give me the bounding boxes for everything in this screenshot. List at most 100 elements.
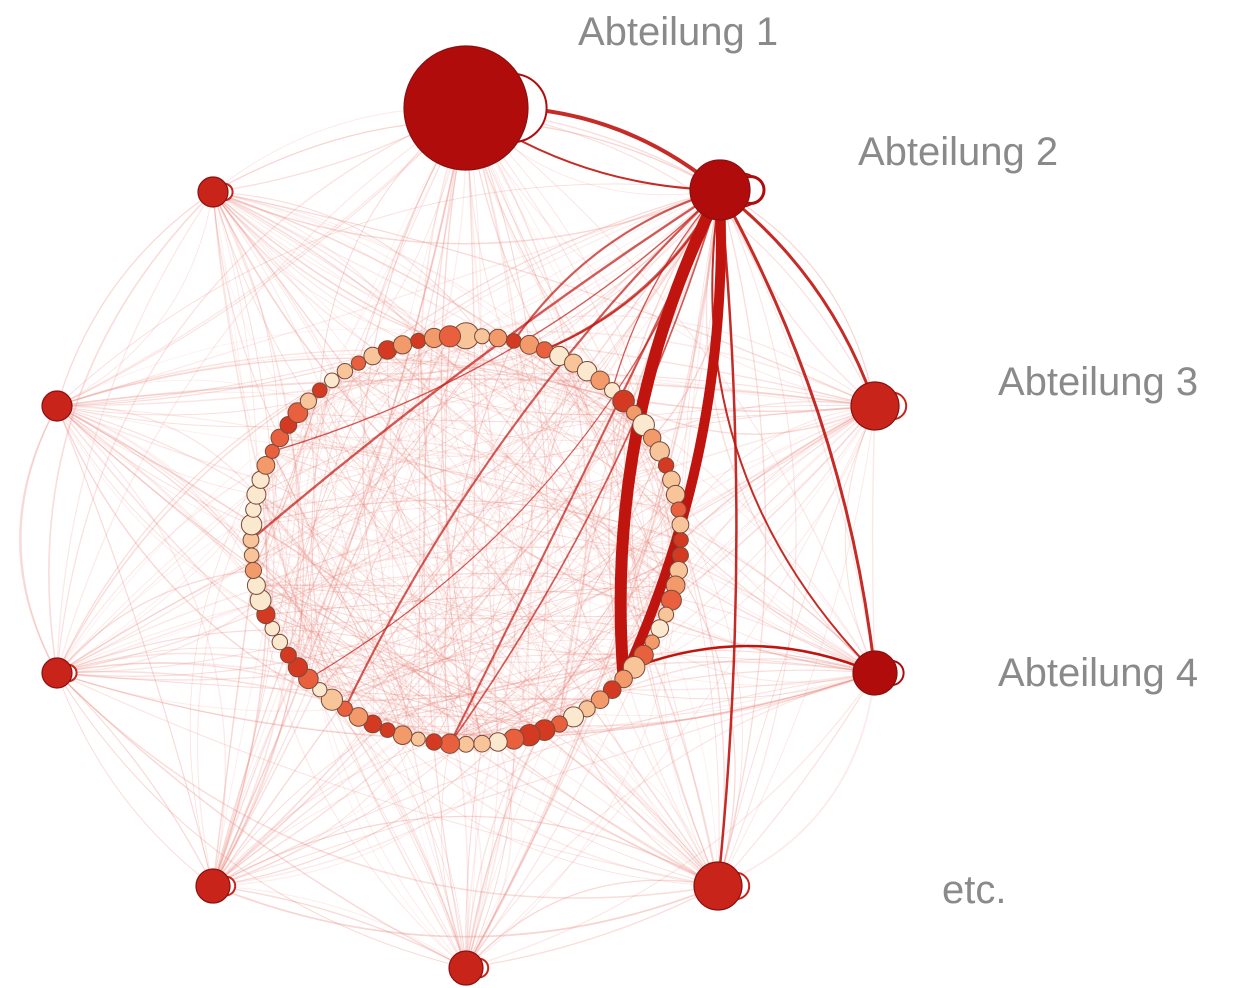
edge-faint (56, 379, 601, 674)
edge-faint (251, 524, 719, 887)
edge-faint (465, 107, 680, 571)
inner-node (324, 372, 340, 389)
edge-inner (252, 390, 321, 571)
edge-faint (279, 436, 876, 674)
edge-faint (56, 335, 483, 416)
edge-faint (331, 405, 876, 701)
edge-faint (212, 437, 653, 887)
edge-faint (678, 405, 876, 511)
edge-faint (633, 666, 876, 686)
edge-faint (19, 405, 58, 674)
edge-faint (417, 340, 719, 887)
edge-inner (256, 380, 601, 586)
edge-faint (465, 555, 681, 969)
edge-inner (445, 336, 467, 745)
edge-inner (279, 340, 419, 643)
edge-faint (56, 357, 624, 407)
edge-faint (212, 191, 467, 969)
edge-inner (358, 362, 644, 426)
label-abteilung-1: Abteilung 1 (578, 10, 779, 54)
edge-faint (56, 672, 214, 887)
edge-inner (331, 554, 681, 701)
inner-node (393, 335, 413, 355)
edge-faint (212, 191, 419, 342)
edge-faint (297, 107, 467, 668)
edge-faint (212, 191, 876, 413)
edge-faint (56, 405, 257, 496)
edge-faint (212, 885, 467, 969)
edge-inner (344, 370, 676, 586)
edge-inner (344, 689, 613, 718)
edge-inner (449, 355, 560, 744)
edge-faint (465, 879, 719, 969)
edge-inner (358, 362, 575, 718)
edge-inner (372, 698, 601, 725)
edge-faint (465, 669, 876, 745)
edge-faint (212, 654, 644, 887)
edge-faint (56, 183, 721, 407)
edge-faint (56, 405, 267, 615)
edge-faint (433, 337, 719, 887)
edge-faint (56, 378, 876, 407)
edge-inner (251, 524, 483, 744)
edge-inner (279, 336, 451, 643)
inner-node (590, 690, 610, 710)
edge-faint (465, 741, 499, 969)
edge-faint (675, 405, 876, 586)
edge-faint (56, 405, 214, 887)
edge-inner (372, 355, 613, 690)
edge-inner (251, 554, 545, 731)
inner-node (244, 561, 262, 580)
edge-faint (717, 672, 876, 887)
edge-faint (212, 734, 530, 887)
edge-faint (319, 189, 721, 691)
edge-faint (717, 672, 876, 887)
inner-node (602, 680, 622, 700)
edge-inner (372, 451, 660, 725)
edge-faint (212, 191, 346, 709)
edge-faint (253, 570, 467, 969)
edge-inner (307, 337, 499, 680)
edge-faint (56, 370, 346, 674)
edge-faint (212, 191, 419, 342)
edge-faint (678, 570, 736, 887)
edge-inner (358, 641, 653, 718)
edge-faint (465, 189, 721, 337)
edge-faint (386, 349, 876, 674)
edge-faint (651, 641, 876, 683)
edge-inner (433, 337, 672, 481)
edge-inner (315, 390, 346, 709)
edge-faint (56, 670, 451, 745)
edge-faint (212, 570, 255, 887)
edge-faint (56, 107, 467, 407)
edge-faint (212, 508, 680, 887)
edge-inner (253, 509, 373, 725)
edge-inner (272, 451, 660, 629)
edge-faint (362, 107, 467, 740)
inner-node (348, 707, 369, 727)
inner-node (488, 732, 508, 752)
inner-node (650, 619, 670, 638)
edge-faint (56, 464, 667, 677)
edge-faint (212, 191, 435, 339)
inner-node (644, 634, 660, 650)
edge-faint (465, 400, 625, 969)
edge-inner (299, 380, 333, 679)
edge-faint (465, 189, 721, 969)
edge-inner (251, 555, 514, 740)
edge-inner (272, 628, 403, 736)
edge-inner (265, 465, 404, 736)
edge-faint (212, 191, 681, 526)
outer-node (195, 868, 231, 904)
edge-inner (387, 614, 667, 731)
edge-faint (212, 191, 300, 887)
outer-node (403, 45, 529, 171)
edge-strong (718, 189, 877, 674)
edge-faint (56, 672, 345, 712)
edge-faint (465, 107, 524, 743)
edge-inner (497, 494, 676, 743)
edge-strong (711, 189, 876, 674)
edge-inner (260, 479, 672, 601)
edge-faint (212, 191, 469, 969)
